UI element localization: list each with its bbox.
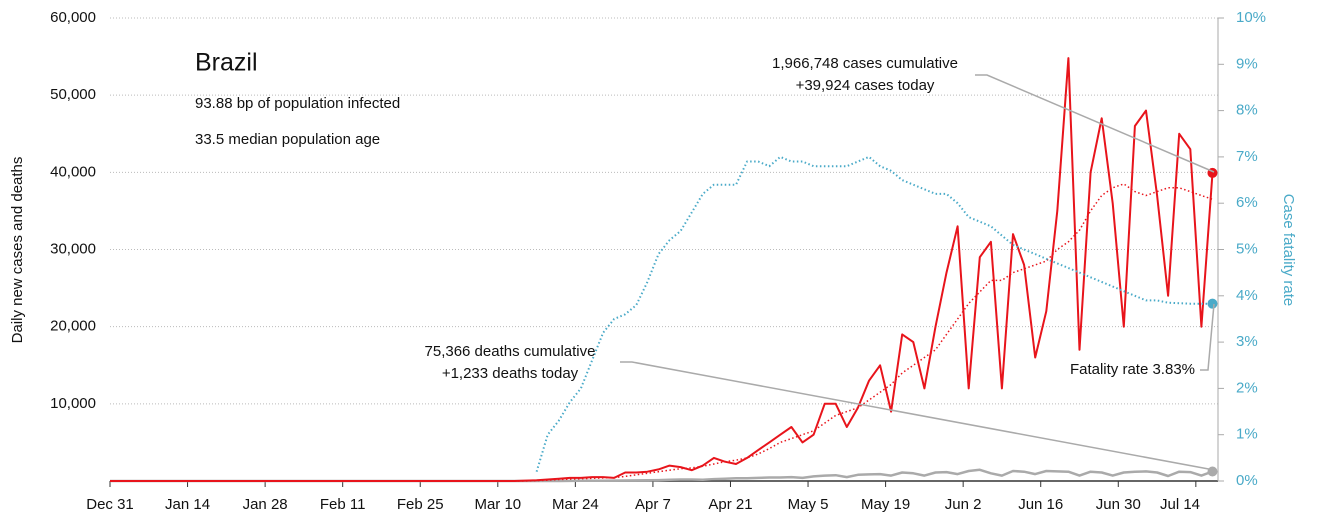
x-tick-label: Jun 30 xyxy=(1096,496,1141,513)
x-tick-label: Feb 25 xyxy=(397,496,444,513)
y2-tick-label: 8% xyxy=(1236,102,1258,119)
chart-title: Brazil xyxy=(195,49,258,77)
y-tick-label: 10,000 xyxy=(50,395,96,412)
x-tick-label: Apr 21 xyxy=(708,496,752,513)
annotation-leader xyxy=(975,74,1215,173)
x-tick-label: Jul 14 xyxy=(1160,496,1200,513)
y2-tick-label: 6% xyxy=(1236,194,1258,211)
y2-tick-label: 10% xyxy=(1236,9,1266,26)
annotation-leader xyxy=(620,361,1215,471)
end-marker xyxy=(1207,466,1218,477)
y2-tick-label: 4% xyxy=(1236,287,1258,304)
y-tick-label: 30,000 xyxy=(50,240,96,257)
y-tick-label: 50,000 xyxy=(50,86,96,103)
series-line xyxy=(535,155,1213,472)
annotation: Fatality rate 3.83% xyxy=(1070,361,1195,378)
end-marker xyxy=(1207,298,1218,309)
y2-tick-label: 7% xyxy=(1236,148,1258,165)
x-tick-label: Jan 14 xyxy=(165,496,210,513)
x-tick-label: Jun 16 xyxy=(1018,496,1063,513)
annotation: 1,966,748 cases cumulative xyxy=(772,55,958,72)
series-line xyxy=(110,468,1213,483)
x-tick-label: Feb 11 xyxy=(320,496,366,513)
series-line xyxy=(110,57,1214,482)
x-tick-label: May 5 xyxy=(788,496,829,513)
annotation: +1,233 deaths today xyxy=(442,365,579,382)
subtitle: 93.88 bp of population infected xyxy=(195,95,400,112)
y-tick-label: 20,000 xyxy=(50,318,96,335)
y2-tick-label: 9% xyxy=(1236,55,1258,72)
y-tick-label: 40,000 xyxy=(50,163,96,180)
series-line xyxy=(110,183,1213,482)
annotation: 75,366 deaths cumulative xyxy=(425,343,596,360)
annotation-leader xyxy=(1200,303,1215,371)
x-tick-label: Jan 28 xyxy=(243,496,288,513)
y-tick-label: 60,000 xyxy=(50,9,96,26)
annotation: +39,924 cases today xyxy=(796,77,935,94)
x-tick-label: Jun 2 xyxy=(945,496,982,513)
y2-tick-label: 1% xyxy=(1236,426,1258,443)
subtitle: 33.5 median population age xyxy=(195,131,380,148)
y2-tick-label: 0% xyxy=(1236,472,1258,489)
y2-axis-label: Case fatality rate xyxy=(1280,194,1297,307)
x-tick-label: Mar 24 xyxy=(552,496,599,513)
x-tick-label: May 19 xyxy=(861,496,910,513)
x-tick-label: Dec 31 xyxy=(86,496,134,513)
x-tick-label: Mar 10 xyxy=(474,496,521,513)
y2-tick-label: 2% xyxy=(1236,379,1258,396)
y2-tick-label: 5% xyxy=(1236,240,1258,257)
x-tick-label: Apr 7 xyxy=(635,496,671,513)
y2-tick-label: 3% xyxy=(1236,333,1258,350)
y-axis-label: Daily new cases and deaths xyxy=(9,157,26,344)
